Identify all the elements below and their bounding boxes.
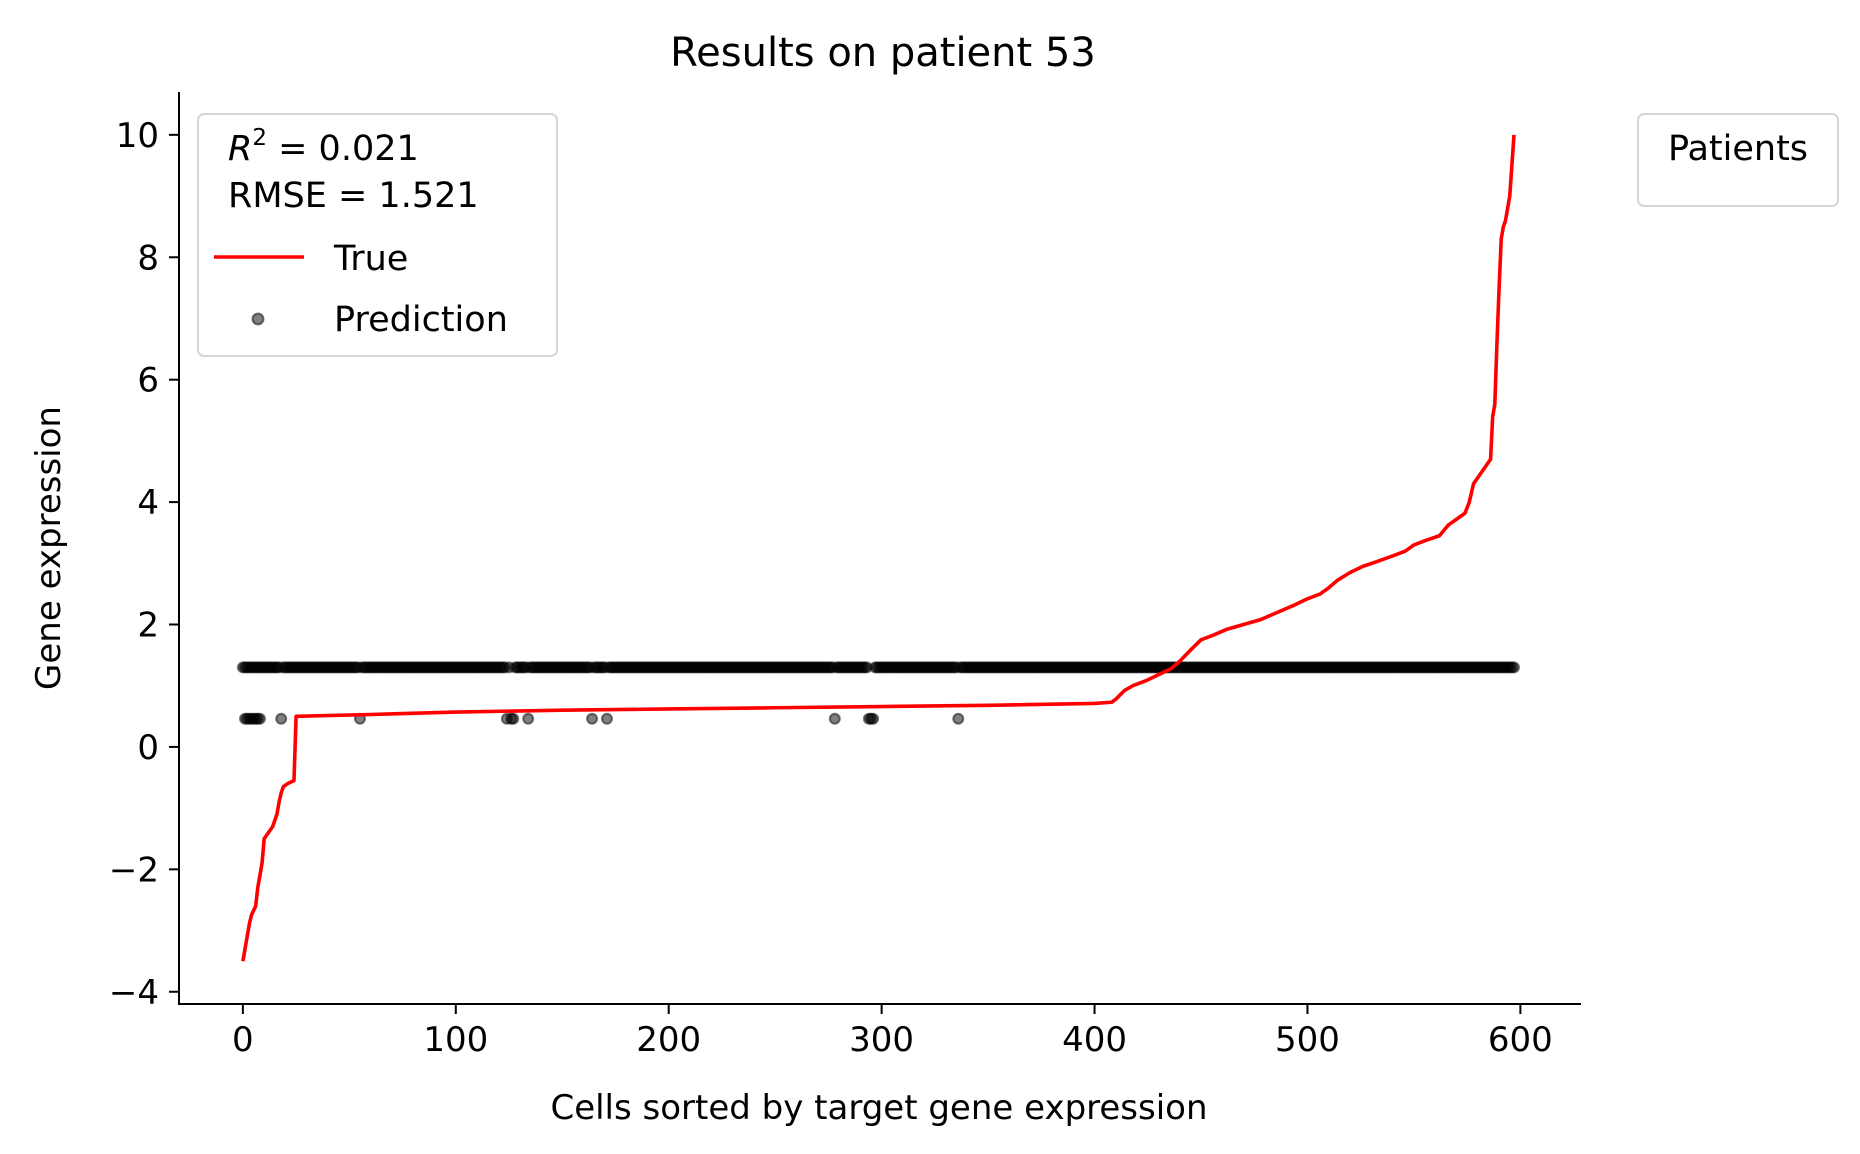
prediction-point — [507, 712, 520, 725]
legend-prediction-label: Prediction — [334, 300, 508, 340]
x-tick-label: 100 — [423, 1020, 488, 1060]
prediction-series — [236, 661, 1520, 725]
patients-legend-title: Patients — [1668, 129, 1808, 169]
chart-title: Results on patient 53 — [670, 30, 1096, 76]
x-tick-label: 0 — [232, 1020, 254, 1060]
prediction-point — [952, 712, 965, 725]
y-tick-label: 2 — [137, 606, 159, 646]
y-tick-label: 10 — [116, 116, 159, 156]
x-tick-label: 600 — [1488, 1020, 1553, 1060]
y-tick-label: 4 — [137, 483, 159, 523]
patients-legend: Patients — [1637, 113, 1839, 207]
legend-r2: R2 = 0.021 — [228, 125, 419, 169]
prediction-point — [1508, 661, 1520, 674]
prediction-point — [275, 712, 288, 725]
prediction-point — [253, 712, 266, 725]
prediction-point — [522, 712, 535, 725]
legend: R2 = 0.021 RMSE = 1.521 True Prediction — [197, 113, 558, 357]
y-axis-ticks: −4 −2 0 2 4 6 8 10 — [109, 116, 179, 1013]
y-tick-label: 8 — [137, 238, 159, 278]
true-series-line — [241, 134, 1516, 962]
y-axis-label: Gene expression — [29, 406, 69, 690]
x-axis-label: Cells sorted by target gene expression — [550, 1088, 1207, 1128]
prediction-point — [828, 712, 841, 725]
x-tick-label: 200 — [636, 1020, 701, 1060]
y-tick-label: 6 — [137, 361, 159, 401]
legend-true-label: True — [333, 239, 408, 279]
x-tick-label: 500 — [1275, 1020, 1340, 1060]
prediction-point — [600, 712, 613, 725]
x-tick-label: 300 — [849, 1020, 914, 1060]
y-tick-label: 0 — [137, 728, 159, 768]
legend-box — [197, 113, 558, 357]
plot-area — [236, 134, 1520, 962]
prediction-point — [867, 712, 880, 725]
prediction-point — [586, 712, 599, 725]
y-tick-label: −4 — [109, 973, 159, 1013]
x-axis-ticks: 0 100 200 300 400 500 600 — [232, 1004, 1553, 1060]
legend-rmse: RMSE = 1.521 — [228, 176, 479, 216]
patients-legend-box — [1637, 113, 1839, 207]
legend-prediction-swatch — [251, 312, 265, 326]
y-tick-label: −2 — [109, 850, 159, 890]
x-tick-label: 400 — [1062, 1020, 1127, 1060]
